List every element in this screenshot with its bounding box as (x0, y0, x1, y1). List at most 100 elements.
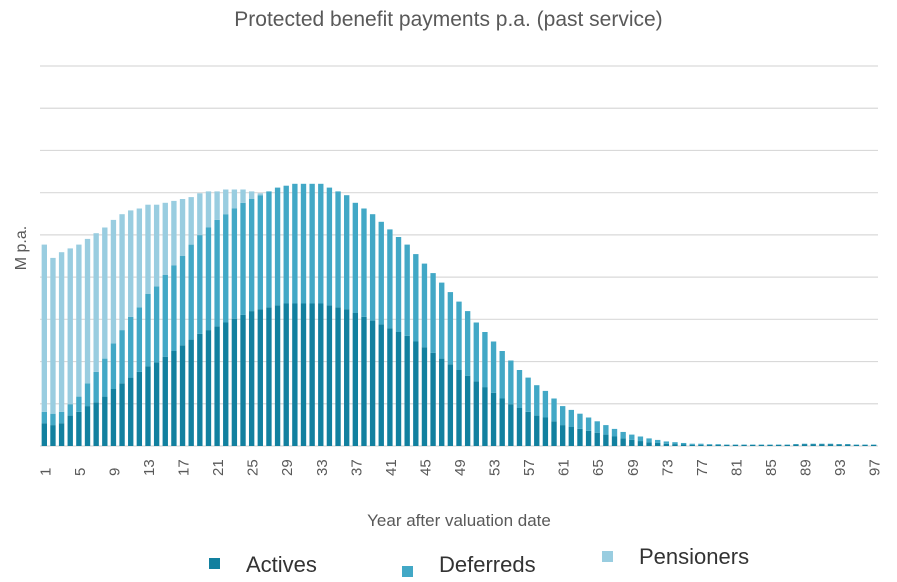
x-tick-label: 1 (37, 468, 54, 476)
bar-actives-year-50 (464, 375, 471, 446)
bar-actives-year-36 (344, 309, 350, 446)
bar-deferreds-year-25 (248, 199, 255, 312)
bar-actives-year-18 (188, 339, 194, 446)
bar-deferreds-year-67 (611, 428, 618, 437)
bar-deferreds-year-48 (447, 292, 454, 365)
bar-deferreds-year-76 (689, 443, 695, 445)
bar-deferreds-year-78 (706, 444, 713, 445)
bar-deferreds-year-70 (637, 436, 644, 442)
bar-deferreds-year-10 (119, 330, 125, 384)
bar-actives-year-1 (41, 423, 47, 446)
bar-deferreds-year-26 (257, 195, 263, 310)
bar-deferreds-year-72 (655, 439, 661, 443)
bar-pensioners-year-17 (179, 199, 186, 256)
bar-deferreds-year-1 (41, 411, 47, 424)
bar-pensioners-year-9 (110, 219, 117, 344)
bar-deferreds-year-29 (283, 185, 289, 304)
bar-deferreds-year-46 (430, 273, 436, 353)
bar-deferreds-year-42 (395, 237, 402, 332)
x-tick-label: 49 (452, 459, 469, 476)
x-tick-label: 73 (659, 459, 676, 476)
bar-deferreds-year-43 (404, 244, 410, 336)
bar-deferreds-year-56 (516, 370, 523, 408)
bar-actives-year-2 (50, 425, 56, 446)
bar-deferreds-year-22 (223, 214, 229, 323)
bar-actives-year-83 (750, 444, 756, 446)
bar-deferreds-year-36 (344, 195, 350, 310)
x-tick-label: 25 (245, 459, 262, 476)
bar-actives-year-53 (490, 392, 497, 446)
bar-actives-year-16 (171, 351, 177, 446)
legend-label: Actives (246, 552, 317, 577)
bar-deferreds-year-28 (274, 187, 281, 306)
bar-actives-year-37 (352, 313, 359, 446)
bar-actives-year-5 (76, 411, 82, 446)
bar-actives-year-67 (611, 436, 618, 446)
bar-actives-year-86 (775, 444, 782, 446)
bar-actives-year-77 (698, 444, 704, 446)
x-tick-label: 65 (590, 459, 607, 476)
legend-swatch (602, 550, 613, 562)
bar-pensioners-year-5 (76, 244, 82, 397)
bar-pensioners-year-20 (205, 191, 212, 228)
bar-deferreds-year-35 (335, 191, 341, 308)
x-tick-label: 45 (417, 459, 434, 476)
bar-actives-year-88 (793, 444, 799, 446)
legend-item-deferreds: Deferreds (402, 552, 536, 578)
bar-actives-year-35 (335, 307, 341, 446)
x-tick-label: 29 (279, 459, 296, 476)
bar-pensioners-year-22 (223, 189, 229, 215)
bar-pensioners-year-21 (214, 191, 220, 220)
bar-actives-year-42 (395, 332, 402, 446)
bar-actives-year-63 (577, 428, 583, 446)
bar-actives-year-13 (145, 366, 151, 446)
bar-actives-year-95 (853, 444, 860, 446)
bar-actives-year-3 (58, 423, 65, 446)
bar-pensioners-year-12 (136, 208, 143, 308)
bar-actives-year-27 (266, 307, 272, 446)
bar-actives-year-29 (283, 303, 289, 446)
bar-actives-year-74 (672, 444, 678, 446)
bar-actives-year-62 (568, 427, 574, 446)
bar-actives-year-19 (197, 333, 203, 446)
bar-actives-year-30 (292, 303, 298, 446)
legend-swatch (209, 557, 220, 569)
bar-actives-year-38 (361, 316, 367, 446)
bar-deferreds-year-38 (361, 208, 367, 317)
bar-deferreds-year-68 (620, 431, 626, 439)
bar-actives-year-56 (516, 408, 523, 446)
bar-pensioners-year-13 (145, 204, 151, 294)
bar-deferreds-year-14 (153, 286, 160, 363)
bar-actives-year-55 (508, 404, 514, 446)
bar-deferreds-year-32 (309, 183, 315, 304)
bar-pensioners-year-7 (93, 233, 99, 372)
bar-deferreds-year-60 (551, 398, 557, 422)
bar-actives-year-26 (257, 309, 263, 446)
bar-actives-year-94 (845, 444, 851, 446)
bar-actives-year-76 (689, 444, 695, 446)
x-tick-label: 9 (106, 468, 123, 476)
bar-deferreds-year-3 (58, 411, 65, 424)
bar-actives-year-85 (767, 444, 773, 446)
bar-deferreds-year-47 (439, 282, 445, 359)
bar-deferreds-year-52 (482, 332, 488, 388)
bar-deferreds-year-7 (93, 371, 99, 403)
bar-actives-year-93 (836, 444, 842, 446)
bar-pensioners-year-8 (102, 227, 108, 359)
bar-actives-year-73 (663, 443, 670, 446)
bar-deferreds-year-8 (102, 358, 108, 397)
legend: Actives Deferreds Pensioners (0, 544, 897, 582)
x-tick-label: 89 (798, 459, 815, 476)
x-tick-label: 77 (694, 459, 711, 476)
bar-actives-year-79 (715, 444, 721, 446)
bar-deferreds-year-18 (188, 244, 194, 340)
bar-deferreds-year-45 (421, 263, 428, 348)
bar-pensioners-year-14 (153, 204, 160, 287)
bar-deferreds-year-49 (456, 301, 462, 370)
bar-actives-year-92 (827, 444, 834, 446)
bar-deferreds-year-4 (67, 404, 73, 416)
bar-actives-year-6 (84, 406, 91, 446)
bar-pensioners-year-16 (171, 200, 177, 266)
bar-actives-year-78 (706, 444, 713, 446)
bar-actives-year-91 (819, 444, 825, 446)
